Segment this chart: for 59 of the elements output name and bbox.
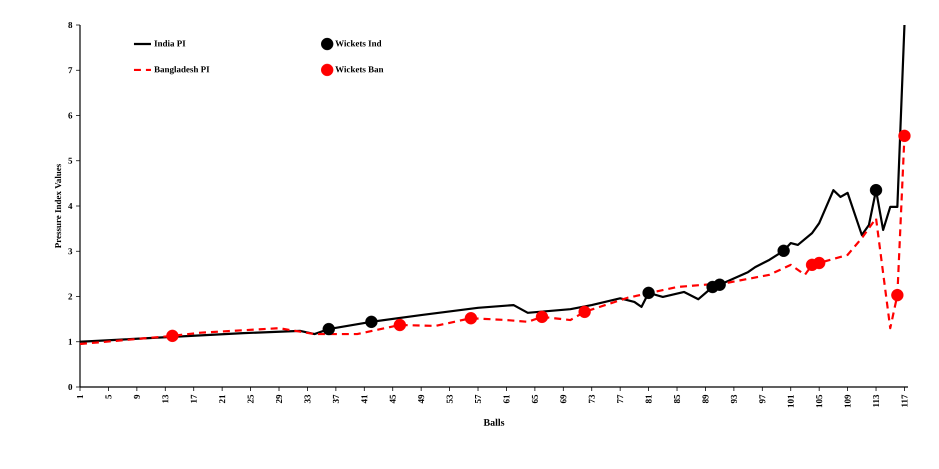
x-tick-label: 105 bbox=[816, 394, 822, 408]
y-axis-title: Pressure Index Values bbox=[54, 164, 62, 248]
legend-label: Wickets Ind bbox=[335, 40, 382, 47]
y-tick-label: 1 bbox=[68, 338, 72, 345]
x-tick-label: 21 bbox=[219, 394, 226, 404]
point bbox=[891, 288, 904, 302]
x-tick-label: 77 bbox=[617, 394, 624, 403]
point bbox=[713, 278, 726, 291]
point bbox=[898, 130, 911, 142]
point bbox=[777, 244, 790, 257]
point bbox=[812, 256, 826, 270]
x-tick-label: 113 bbox=[873, 394, 880, 407]
y-tick-label: 3 bbox=[68, 248, 72, 254]
legend-label: Bangladesh PI bbox=[154, 66, 210, 74]
y-tick-label: 4 bbox=[68, 203, 72, 209]
y-tick-label: 6 bbox=[68, 112, 72, 119]
x-tick-label: 25 bbox=[248, 394, 254, 404]
legend-label: India PI bbox=[154, 40, 186, 46]
x-tick-label: 45 bbox=[390, 394, 396, 404]
x-tick-label: 97 bbox=[759, 394, 766, 404]
x-tick-label: 101 bbox=[788, 394, 794, 408]
point bbox=[642, 286, 655, 300]
x-tick-label: 61 bbox=[503, 394, 510, 404]
point bbox=[322, 322, 335, 336]
y-tick-label: 0 bbox=[68, 384, 72, 390]
x-tick-label: 9 bbox=[134, 394, 140, 399]
x-tick-label: 33 bbox=[304, 394, 310, 404]
point bbox=[578, 306, 591, 318]
x-tick-label: 69 bbox=[560, 394, 566, 404]
legend-label: Wickets Ban bbox=[335, 66, 384, 72]
x-tick-label: 85 bbox=[674, 394, 680, 404]
x-tick-label: 109 bbox=[844, 394, 851, 408]
y-tick-label: 8 bbox=[68, 22, 72, 28]
point bbox=[394, 318, 406, 332]
x-tick-label: 29 bbox=[276, 394, 282, 404]
x-tick-label: 65 bbox=[532, 394, 538, 404]
x-tick-label: 81 bbox=[646, 394, 652, 404]
point bbox=[166, 330, 179, 342]
y-tick-label: 7 bbox=[68, 67, 72, 74]
x-tick-label: 93 bbox=[730, 394, 737, 404]
x-tick-label: 73 bbox=[588, 394, 595, 403]
point bbox=[464, 312, 478, 324]
x-tick-label: 13 bbox=[162, 394, 168, 403]
x-tick-label: 17 bbox=[190, 394, 197, 403]
x-axis-title: Balls bbox=[484, 418, 504, 426]
y-tick-label: 5 bbox=[68, 158, 72, 164]
x-tick-label: 89 bbox=[702, 394, 708, 404]
x-tick-label: 37 bbox=[332, 394, 339, 404]
point bbox=[870, 184, 882, 196]
x-tick-label: 53 bbox=[446, 394, 453, 404]
y-tick-label: 2 bbox=[68, 294, 72, 300]
x-tick-label: 1 bbox=[77, 394, 83, 398]
x-tick-label: 117 bbox=[901, 394, 908, 407]
point bbox=[365, 316, 378, 328]
x-tick-label: 5 bbox=[105, 394, 112, 399]
point bbox=[536, 310, 548, 324]
x-tick-label: 57 bbox=[475, 394, 481, 404]
x-tick-label: 41 bbox=[361, 394, 368, 404]
x-tick-label: 49 bbox=[418, 394, 424, 404]
